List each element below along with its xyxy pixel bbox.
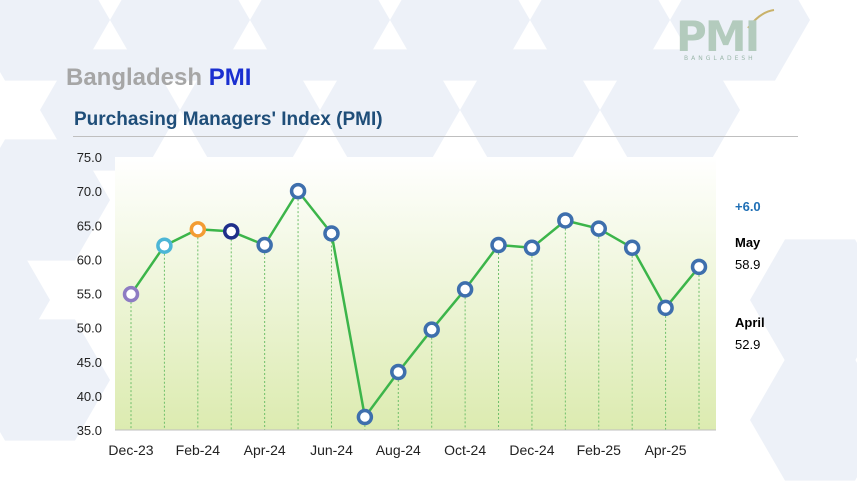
data-point-marker [356,408,374,426]
data-point-marker [523,239,541,257]
data-point-marker [623,239,641,257]
x-tick-label: Oct-24 [444,442,486,458]
change-value: +6.0 [735,199,761,214]
y-tick-label: 40.0 [77,389,102,404]
y-tick-label: 75.0 [77,150,102,165]
data-point-marker [390,363,407,381]
hexagon-shape [180,49,320,171]
hexagon-shape [320,49,460,171]
hexagon-shape [0,139,110,261]
data-point-marker [156,237,173,254]
previous-month-value: 52.9 [735,337,761,352]
y-tick-label: 55.0 [77,287,102,302]
data-point-marker [323,225,340,242]
data-point-marker [222,223,240,240]
logo-subtext: BANGLADESH [684,55,756,62]
data-point-marker [122,285,140,303]
page-title-pmi: PMI [208,64,252,91]
current-month-label: May [735,235,761,250]
x-tick-label: Feb-24 [176,442,221,458]
current-month-value: 58.9 [735,257,761,272]
y-tick-label: 60.0 [77,252,102,267]
data-point-marker [557,212,574,229]
title-divider [73,136,798,137]
data-point-marker [189,221,207,238]
data-point-marker [590,220,608,237]
y-tick-label: 65.0 [77,218,102,233]
y-tick-label: 70.0 [77,184,102,199]
x-tick-label: Feb-25 [577,442,622,458]
x-tick-label: Apr-25 [645,442,687,458]
data-point-marker [289,182,307,200]
data-point-marker [690,258,708,276]
previous-month-label: April [735,315,765,330]
data-point-marker [256,236,273,254]
x-tick-label: Aug-24 [376,442,421,458]
hexagon-shape [600,49,740,171]
x-tick-label: Apr-24 [244,442,286,458]
x-tick-label: Jun-24 [310,442,353,458]
plot-area [115,157,716,430]
pmi-logo: PMI BANGLADESH [676,8,776,68]
page-title-country: Bangladesh [66,64,203,91]
x-tick-label: Dec-23 [108,442,153,458]
data-point-marker [423,321,440,338]
y-tick-label: 35.0 [77,423,102,438]
logo-text: PMI [676,12,760,61]
hexagon-shape [750,359,857,481]
page-title: Bangladesh PMI [66,64,251,92]
hexagon-shape [0,319,110,441]
x-tick-label: Dec-24 [509,442,554,458]
data-point-marker [490,236,507,254]
hexagon-shape [460,49,600,171]
y-tick-label: 50.0 [77,321,102,336]
data-point-marker [657,299,674,317]
logo-swoosh-icon [747,9,775,29]
hexagon-shape [750,239,857,361]
chart-title: Purchasing Managers' Index (PMI) [74,109,383,130]
data-point-marker [456,281,474,298]
y-tick-label: 45.0 [77,355,102,370]
